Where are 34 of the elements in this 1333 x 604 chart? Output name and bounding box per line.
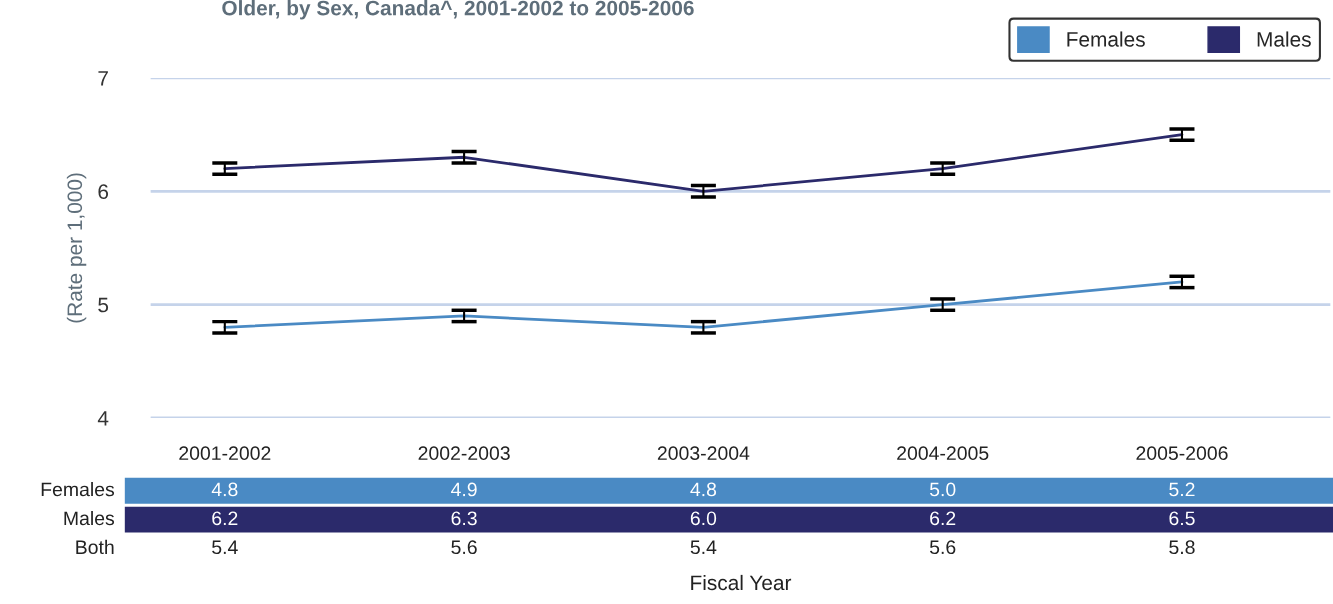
legend-label: Males — [1257, 31, 1311, 47]
text: 5.6 — [929, 540, 956, 555]
y-axis-title: (Rate per 1,000) — [66, 173, 87, 323]
line-series — [223, 133, 1184, 193]
data-label: 5.2 — [1169, 482, 1195, 497]
y-tick-label: 5 — [98, 297, 109, 313]
x-tick-label: 2002-2003 — [418, 446, 510, 461]
text: Males — [64, 510, 115, 526]
x-tick-label: 2004-2005 — [897, 446, 989, 461]
legend-label: Females — [1067, 31, 1145, 47]
text: 5.8 — [1169, 540, 1195, 555]
data-label: 6.0 — [690, 511, 717, 526]
data-label: 5.0 — [929, 482, 956, 497]
text: 5.4 — [690, 540, 717, 555]
data-label: 6.3 — [451, 511, 477, 526]
x-tick-label: 2003-2004 — [657, 446, 750, 461]
data-label: 6.2 — [212, 511, 238, 526]
y-tick-label: 7 — [98, 71, 108, 86]
text: 5.6 — [451, 540, 477, 555]
x-tick-label: 2005-2006 — [1136, 446, 1228, 461]
y-tick-label: 4 — [97, 411, 109, 426]
text: 5.4 — [212, 540, 238, 555]
text: Both — [76, 539, 114, 555]
text: Fiscal Year — [691, 574, 792, 591]
x-tick-label: 2001-2002 — [179, 446, 271, 461]
chart-title: Older, by Sex, Canada^, 2001-2002 to 2005-2006 — [222, 0, 694, 20]
line-series — [223, 280, 1184, 329]
y-tick-label: 6 — [98, 184, 109, 200]
data-label: 4.8 — [211, 482, 238, 497]
data-label: 4.8 — [690, 482, 717, 497]
data-label: 6.2 — [930, 511, 956, 526]
data-label: 6.5 — [1169, 511, 1195, 526]
text: Females — [41, 482, 115, 497]
data-label: 4.9 — [451, 482, 477, 497]
